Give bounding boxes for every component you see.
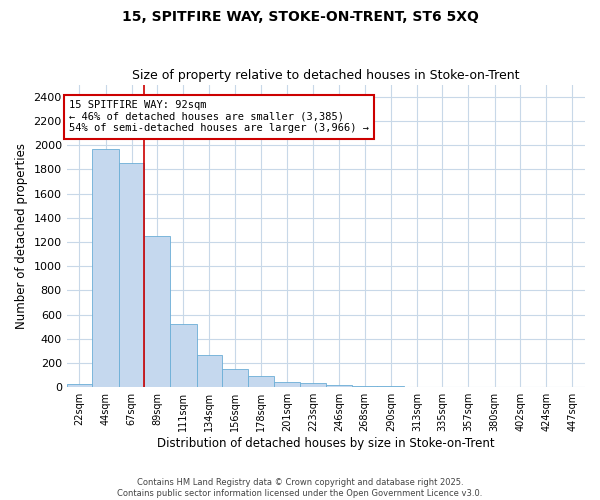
Bar: [222, 369, 248, 387]
Title: Size of property relative to detached houses in Stoke-on-Trent: Size of property relative to detached ho…: [132, 69, 520, 82]
Bar: [119, 163, 145, 387]
Text: 15 SPITFIRE WAY: 92sqm
← 46% of detached houses are smaller (3,385)
54% of semi-: 15 SPITFIRE WAY: 92sqm ← 46% of detached…: [69, 100, 369, 134]
Bar: [145, 236, 170, 387]
X-axis label: Distribution of detached houses by size in Stoke-on-Trent: Distribution of detached houses by size …: [157, 437, 494, 450]
Bar: [197, 354, 222, 387]
Text: Contains HM Land Registry data © Crown copyright and database right 2025.
Contai: Contains HM Land Registry data © Crown c…: [118, 478, 482, 498]
Text: 15, SPITFIRE WAY, STOKE-ON-TRENT, ST6 5XQ: 15, SPITFIRE WAY, STOKE-ON-TRENT, ST6 5X…: [122, 10, 478, 24]
Bar: [170, 324, 197, 387]
Bar: [274, 382, 300, 387]
Bar: [352, 386, 377, 387]
Bar: [248, 376, 274, 387]
Bar: [377, 386, 404, 387]
Bar: [326, 385, 352, 387]
Bar: [92, 148, 119, 387]
Bar: [300, 383, 326, 387]
Bar: [67, 384, 92, 387]
Y-axis label: Number of detached properties: Number of detached properties: [15, 143, 28, 329]
